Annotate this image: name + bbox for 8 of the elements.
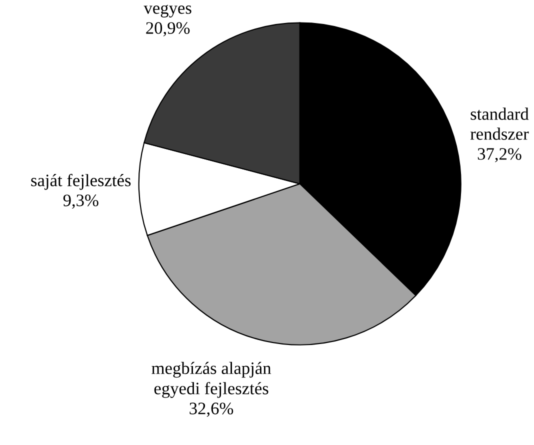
slice-label: vegyes [144,4,192,18]
data-label: 37,2% [478,148,522,162]
slice-label: standard rendszer [470,108,529,140]
data-label: 32,6% [190,402,234,417]
slice-label: megbízás alapján egyedi fejlesztés [152,362,272,398]
slice-label: saját fejlesztés [31,174,131,190]
data-label: 20,9% [146,22,190,36]
data-label: 9,3% [63,194,98,209]
